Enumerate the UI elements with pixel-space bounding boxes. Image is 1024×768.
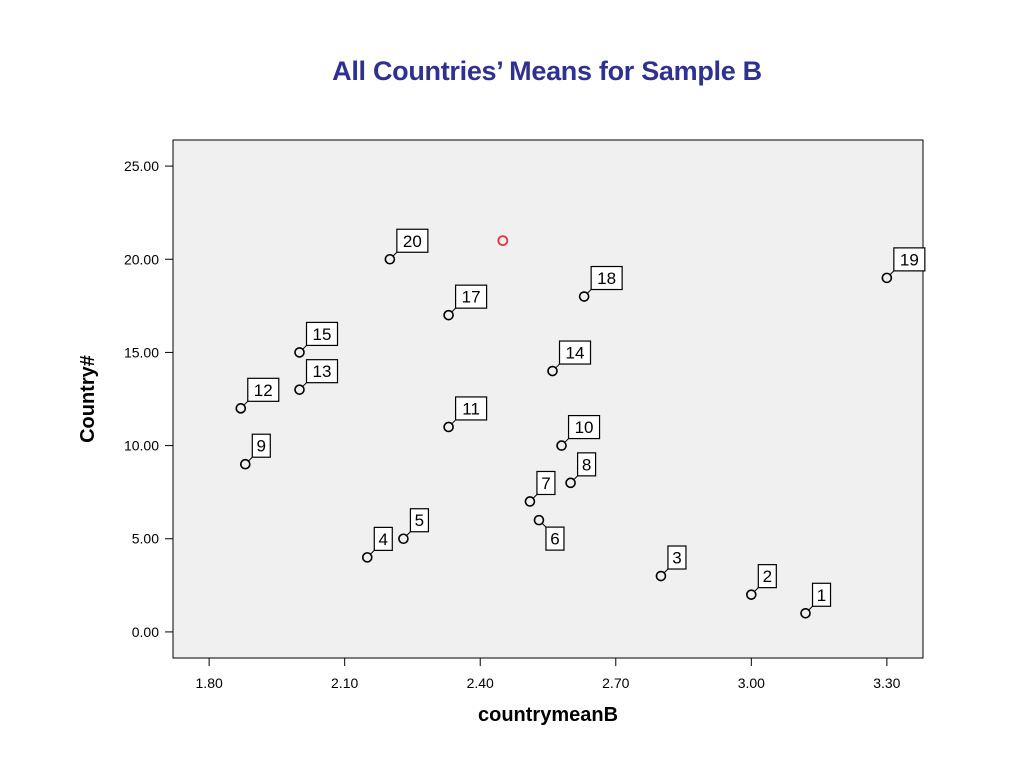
point-marker	[235, 403, 247, 414]
y-axis: 0.00 5.00 10.00 15.00 20.00 25.00	[124, 158, 173, 640]
point-label: 14	[566, 344, 585, 363]
point-label-box	[893, 247, 926, 272]
point-marker	[800, 607, 811, 619]
x-tick-label: 2.40	[467, 675, 494, 691]
point-label-box	[590, 265, 623, 291]
point-marker	[655, 570, 667, 582]
point-label: 18	[597, 269, 616, 288]
point-label-box	[667, 545, 687, 570]
data-point-18: 18	[578, 265, 623, 302]
point-marker	[547, 365, 558, 377]
point-label: 3	[672, 549, 681, 568]
data-point-10: 10	[556, 414, 601, 451]
y-axis-title: Country#	[77, 355, 99, 443]
data-point-1: 1	[800, 582, 832, 619]
chart-title: All Countries’ Means for Sample B	[332, 56, 762, 86]
point-label-box	[757, 564, 777, 589]
y-tick-label: 15.00	[124, 344, 159, 360]
point-label-box	[305, 359, 339, 384]
y-tick-label: 20.00	[124, 251, 159, 267]
data-point-19: 19	[881, 247, 926, 284]
point-marker	[239, 458, 251, 470]
point-label: 7	[541, 474, 550, 493]
point-label-box	[567, 414, 601, 440]
data-point-7: 7	[524, 470, 556, 507]
point-marker	[398, 533, 409, 545]
point-label: 11	[462, 399, 480, 418]
point-label-box	[305, 321, 339, 347]
point-label-box	[455, 396, 488, 421]
point-marker	[881, 272, 893, 284]
data-point-9: 9	[239, 433, 271, 470]
point-label-box	[455, 284, 488, 309]
x-axis-title: countrymeanB	[478, 704, 618, 726]
point-label-box	[396, 228, 429, 253]
point-label: 6	[550, 530, 559, 549]
point-marker	[556, 440, 567, 451]
highlight-point	[497, 235, 509, 247]
point-label-box	[811, 582, 832, 607]
y-tick-label: 5.00	[132, 531, 159, 547]
point-label: 8	[582, 455, 591, 474]
x-tick-label: 2.70	[602, 675, 629, 691]
point-label: 10	[575, 418, 594, 437]
y-tick-label: 25.00	[124, 158, 159, 174]
data-point-20: 20	[384, 228, 429, 265]
point-label: 4	[379, 530, 388, 549]
y-tick-label: 0.00	[132, 624, 159, 640]
x-tick-label: 1.80	[196, 675, 223, 691]
data-point-5: 5	[398, 508, 430, 545]
point-marker	[578, 291, 590, 302]
x-tick-label: 3.00	[738, 675, 765, 691]
point-label: 1	[817, 586, 826, 605]
point-label-box	[247, 377, 280, 402]
point-label-box	[545, 526, 565, 551]
data-point-14: 14	[547, 340, 592, 377]
point-marker	[294, 347, 305, 358]
point-marker	[746, 589, 757, 600]
point-marker	[294, 384, 305, 395]
point-label-box	[251, 433, 271, 458]
point-label: 19	[900, 250, 919, 269]
point-label: 2	[763, 567, 772, 586]
point-label-box	[558, 340, 592, 365]
point-label: 12	[254, 381, 273, 400]
point-label-box	[576, 452, 597, 477]
data-point-2: 2	[746, 564, 777, 600]
point-marker	[533, 514, 545, 526]
x-tick-label: 2.10	[331, 675, 358, 691]
point-marker	[524, 496, 536, 507]
point-label-box	[536, 470, 556, 496]
x-axis: 1.80 2.10 2.40 2.70 3.00 3.30	[196, 658, 901, 691]
point-label: 20	[403, 232, 422, 251]
data-point-3: 3	[655, 545, 687, 582]
point-marker	[361, 552, 373, 563]
point-label: 13	[313, 362, 332, 381]
point-marker	[443, 421, 454, 433]
point-marker	[443, 309, 454, 321]
data-point-8: 8	[565, 452, 597, 489]
point-label: 9	[257, 437, 266, 456]
y-tick-label: 10.00	[124, 438, 159, 454]
point-label: 17	[462, 288, 481, 307]
x-tick-label: 3.30	[873, 675, 900, 691]
point-label: 15	[313, 325, 332, 344]
data-point-4: 4	[361, 526, 393, 563]
data-point-15: 15	[294, 321, 339, 358]
data-point-11: 11	[443, 396, 488, 433]
plot-area	[172, 139, 924, 659]
data-point-12: 12	[235, 377, 280, 414]
data-point-6: 6	[533, 514, 565, 551]
point-marker	[565, 477, 576, 489]
point-marker	[384, 253, 396, 265]
point-label-box	[409, 508, 430, 533]
data-point-17: 17	[443, 284, 488, 321]
data-point-13: 13	[294, 359, 339, 395]
point-label: 5	[415, 511, 424, 530]
point-label-box	[373, 526, 393, 551]
